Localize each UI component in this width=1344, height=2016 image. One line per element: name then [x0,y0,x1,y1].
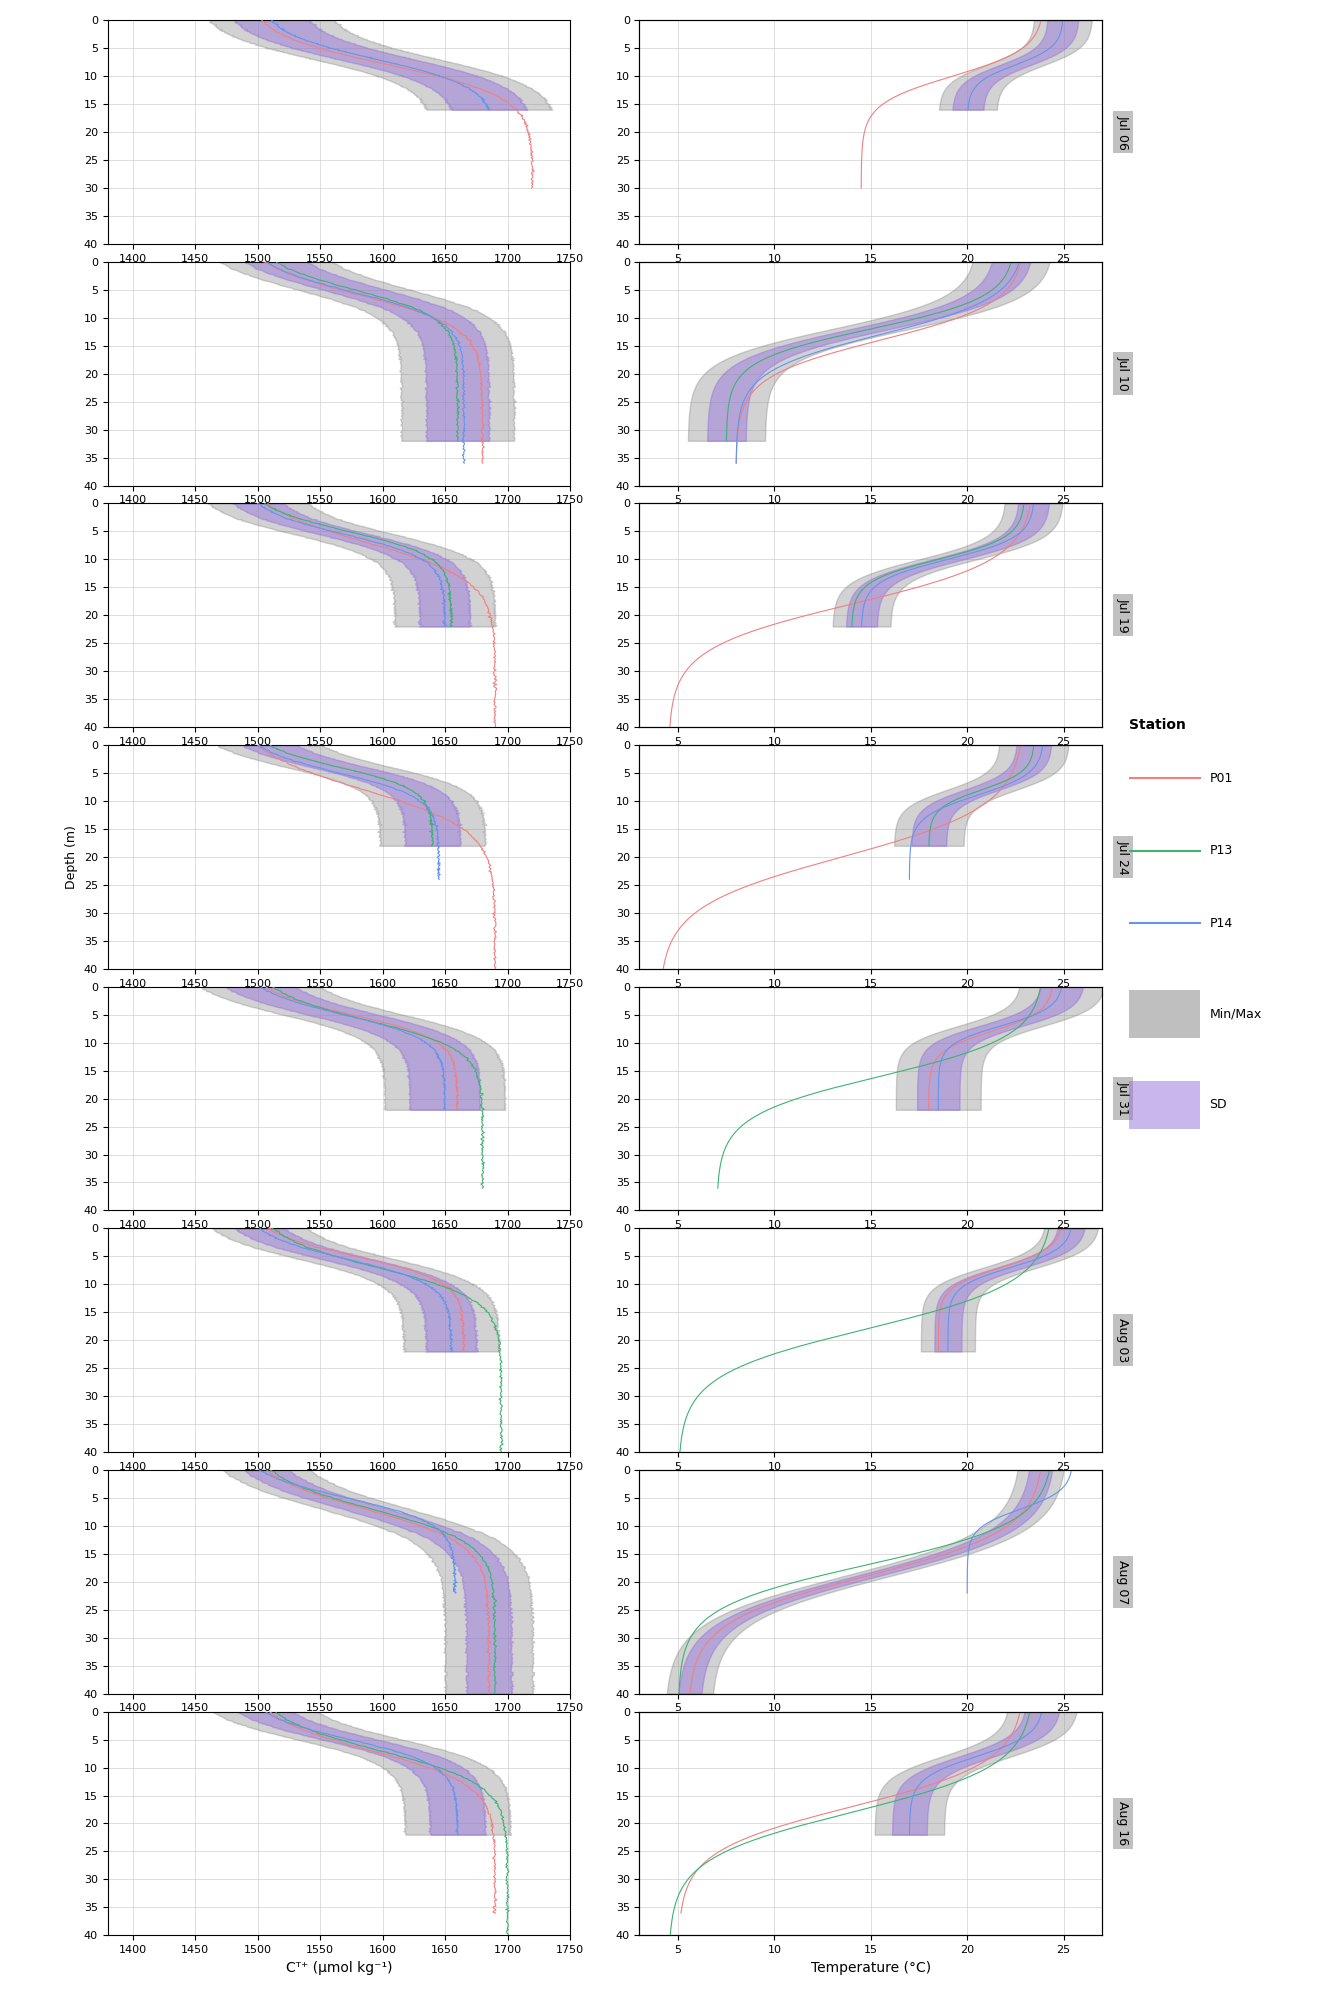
Text: Station: Station [1129,718,1185,732]
Y-axis label: Jul 19: Jul 19 [1117,599,1129,633]
Y-axis label: Jul 10: Jul 10 [1117,357,1129,391]
Y-axis label: Aug 03: Aug 03 [1117,1318,1129,1363]
Y-axis label: Jul 24: Jul 24 [1117,839,1129,875]
Y-axis label: Aug 07: Aug 07 [1117,1560,1129,1605]
Text: Min/Max: Min/Max [1210,1008,1262,1020]
Y-axis label: Jul 31: Jul 31 [1117,1081,1129,1117]
Text: SD: SD [1210,1099,1227,1111]
Bar [1129,990,1199,1038]
Text: P13: P13 [1210,845,1232,857]
Text: P01: P01 [1210,772,1232,784]
Y-axis label: Jul 06: Jul 06 [1117,115,1129,149]
Bar [1129,1081,1199,1129]
Text: P14: P14 [1210,917,1232,929]
Y-axis label: Depth (m): Depth (m) [65,825,78,889]
X-axis label: Cᵀ⁺ (µmol kg⁻¹): Cᵀ⁺ (µmol kg⁻¹) [285,1962,392,1974]
Y-axis label: Aug 16: Aug 16 [1117,1802,1129,1845]
X-axis label: Temperature (°C): Temperature (°C) [810,1962,931,1974]
